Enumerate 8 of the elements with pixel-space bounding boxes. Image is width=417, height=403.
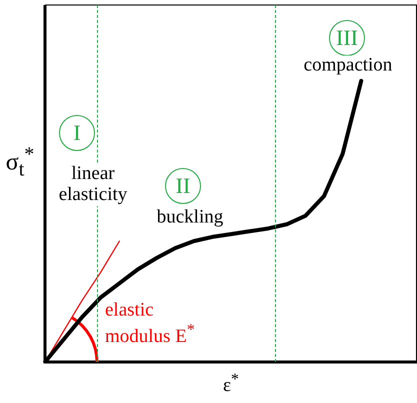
x-axis-title: ε$^{*}$	[223, 370, 239, 398]
text: III	[329, 20, 365, 56]
annotation: II	[165, 168, 201, 204]
annotation: linear elasticity	[48, 163, 138, 206]
annotation: buckling	[145, 206, 235, 228]
text: compaction	[303, 54, 393, 76]
series-label: elastic modulus E$^{*}$	[105, 299, 196, 348]
annotation: I	[59, 115, 95, 151]
